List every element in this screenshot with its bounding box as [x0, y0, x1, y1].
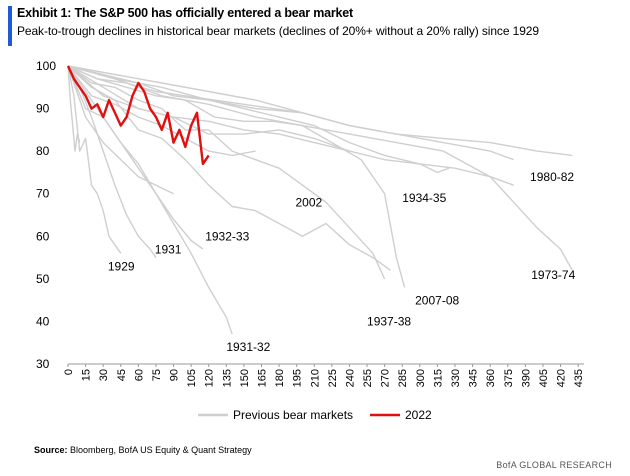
previous-bear-market-line [67, 65, 174, 195]
chart-axes: 30 40 50 60 70 80 90 100 0 15 30 45 60 75 90 105 120 135 1… [36, 59, 585, 387]
previous-bear-market-line [67, 65, 157, 258]
x-tick-label: 60 [133, 369, 145, 381]
previous-bear-market-line [67, 65, 406, 288]
previous-bear-market-line [67, 65, 514, 161]
title-accent-bar [8, 6, 12, 46]
current-2022-line-group [66, 65, 210, 166]
x-tick-label: 420 [556, 369, 568, 387]
previous-bear-markets-lines [67, 65, 573, 335]
series-annotation-label: 1937-38 [367, 315, 411, 329]
x-tick-label: 270 [380, 369, 392, 387]
series-annotation-label: 1931-32 [226, 340, 270, 354]
previous-bear-market-line [67, 65, 303, 114]
series-annotation-label: 1932-33 [205, 230, 249, 244]
previous-bear-market-line [67, 65, 514, 186]
y-tick-label: 90 [36, 102, 50, 116]
x-tick-label: 300 [415, 369, 427, 387]
previous-bear-market-line [67, 65, 573, 157]
previous-bear-market-line [67, 65, 122, 254]
x-tick-label: 225 [327, 369, 339, 387]
y-tick-label: 100 [36, 59, 56, 73]
x-tick-label: 165 [257, 369, 269, 387]
legend-2022-label: 2022 [405, 408, 432, 422]
x-tick-label: 240 [344, 369, 356, 387]
current-2022-line [66, 65, 210, 166]
previous-bear-market-line [67, 65, 386, 280]
series-annotation-label: 1934-35 [402, 191, 446, 205]
series-annotation-label: 1931 [155, 242, 182, 256]
series-annotation-label: 1973-74 [531, 268, 575, 282]
x-tick-label: 135 [221, 369, 233, 387]
y-tick-label: 30 [36, 357, 50, 371]
brand-footer: BofA GLOBAL RESEARCH [496, 460, 612, 470]
y-tick-label: 40 [36, 314, 50, 328]
series-annotation-label: 2007-08 [415, 293, 459, 307]
y-tick-label: 70 [36, 187, 50, 201]
y-tick-label: 80 [36, 144, 50, 158]
source-label: Source: [34, 445, 68, 455]
x-tick-label: 210 [309, 369, 321, 387]
source-text: Bloomberg, BofA US Equity & Quant Strate… [70, 445, 252, 455]
x-tick-label: 30 [98, 369, 110, 381]
x-tick-label: 150 [239, 369, 251, 387]
x-tick-label: 195 [292, 369, 304, 387]
series-annotation-label: 2002 [296, 195, 323, 209]
x-tick-label: 345 [468, 369, 480, 387]
x-tick-label: 330 [450, 369, 462, 387]
x-tick-label: 180 [274, 369, 286, 387]
x-tick-label: 0 [63, 369, 75, 375]
x-tick-label: 390 [520, 369, 532, 387]
previous-bear-market-line [67, 65, 204, 250]
y-tick-label: 60 [36, 229, 50, 243]
series-annotation-label: 1980-82 [530, 170, 574, 184]
x-tick-label: 105 [186, 369, 198, 387]
x-tick-label: 120 [204, 369, 216, 387]
x-tick-label: 285 [397, 369, 409, 387]
x-tick-label: 360 [485, 369, 497, 387]
y-tick-label: 50 [36, 272, 50, 286]
x-tick-label: 75 [151, 369, 163, 381]
previous-bear-market-line [67, 65, 233, 335]
x-tick-label: 315 [432, 369, 444, 387]
legend-previous-label: Previous bear markets [233, 408, 353, 422]
previous-bear-market-line [67, 65, 350, 152]
previous-bear-market-line [67, 65, 391, 271]
x-tick-label: 405 [538, 369, 550, 387]
chart-title: Exhibit 1: The S&P 500 has officially en… [17, 6, 354, 20]
chart-subtitle: Peak-to-trough declines in historical be… [17, 24, 539, 38]
previous-bear-market-line [67, 65, 573, 271]
previous-bear-market-line [67, 65, 81, 152]
x-tick-label: 90 [169, 369, 181, 381]
previous-bear-market-line [67, 65, 256, 157]
series-annotation-label: 1929 [108, 259, 135, 273]
chart-annotations: 1929 1931 1932-33 1931-32 2002 1934-35 1937-38… [108, 170, 576, 354]
chart-legend: Previous bear markets 2022 [198, 408, 432, 422]
x-tick-label: 375 [503, 369, 515, 387]
source-note: Source: Bloomberg, BofA US Equity & Quan… [34, 445, 252, 455]
x-tick-label: 435 [573, 369, 585, 387]
x-tick-label: 15 [81, 369, 93, 381]
x-tick-label: 45 [116, 369, 128, 381]
x-tick-label: 255 [362, 369, 374, 387]
